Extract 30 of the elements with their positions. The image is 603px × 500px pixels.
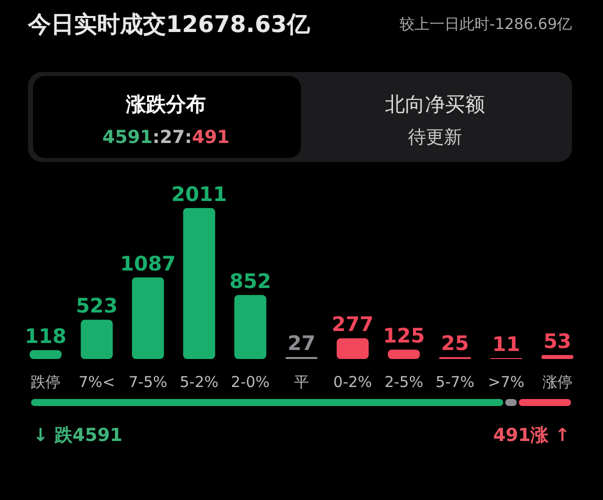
x-tick-label: >7%: [488, 373, 524, 391]
x-tick-label: 5-7%: [436, 373, 474, 391]
data-label: 11: [492, 332, 520, 356]
text: 涨跌分布: [125, 92, 206, 116]
text: 4591:27:491: [102, 127, 230, 148]
chart-title: 今日实时成交12678.63亿: [27, 11, 311, 38]
x-tick-label: 涨停: [542, 373, 572, 391]
data-label: 25: [441, 331, 469, 356]
data-label: 2011: [171, 182, 227, 206]
data-label: 53: [543, 329, 572, 354]
x-tick-label: 0-2%: [333, 373, 372, 391]
x-tick-label: 2-5%: [384, 373, 424, 391]
x-tick-label: 5-2%: [180, 373, 219, 391]
x-tick-label: 7-5%: [128, 373, 168, 391]
data-label: 277: [332, 312, 374, 336]
x-tick-label: 2-0%: [230, 373, 270, 391]
text: 北向净买额: [385, 92, 485, 116]
x-tick-label: 平: [294, 373, 309, 391]
x-tick-label: 跌停: [30, 373, 61, 391]
chart-subtitle: 较上一日此时-1286.69亿: [400, 15, 572, 33]
data-label: 1087: [120, 251, 176, 276]
data-label: 125: [382, 324, 425, 348]
data-label: 27: [288, 330, 316, 355]
text: 待更新: [408, 127, 462, 148]
data-label: 118: [24, 324, 66, 348]
x-tick-label: 7%<: [78, 373, 115, 391]
data-label: 523: [76, 294, 118, 318]
data-label: 852: [229, 269, 272, 294]
text: ↓ 跌4591: [33, 425, 122, 446]
text: 491涨 ↑: [493, 425, 570, 446]
